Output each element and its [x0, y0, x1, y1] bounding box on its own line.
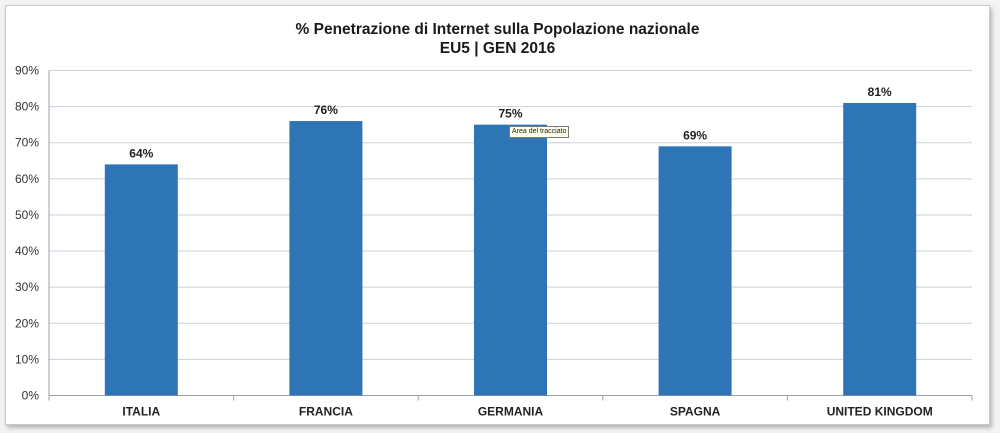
x-tick-label: FRANCIA	[299, 405, 353, 419]
bar-francia	[289, 121, 363, 396]
y-tick-label: 60%	[15, 172, 39, 186]
y-tick-label: 80%	[15, 100, 39, 114]
x-tick-label: ITALIA	[122, 405, 160, 419]
bar-spagna	[658, 146, 732, 396]
y-tick-label: 0%	[22, 389, 40, 403]
chart-title: % Penetrazione di Internet sulla Popolaz…	[295, 21, 700, 38]
y-tick-label: 40%	[15, 244, 39, 258]
chart-title-block: % Penetrazione di Internet sulla Popolaz…	[6, 20, 989, 58]
y-tick-label: 30%	[15, 280, 39, 294]
data-label: 81%	[868, 85, 892, 99]
data-label: 75%	[498, 107, 522, 121]
data-label: 64%	[129, 146, 153, 160]
y-tick-label: 20%	[15, 316, 39, 330]
y-tick-label: 50%	[15, 208, 39, 222]
chart-subtitle: EU5 | GEN 2016	[439, 40, 556, 57]
x-tick-label: GERMANIA	[478, 405, 544, 419]
bar-united-kingdom	[843, 103, 917, 396]
y-tick-label: 10%	[15, 352, 39, 366]
bar-germania	[474, 124, 547, 396]
y-tick-label: 70%	[15, 136, 39, 150]
x-tick-label: UNITED KINGDOM	[827, 405, 933, 419]
x-tick-label: SPAGNA	[670, 405, 721, 419]
plot-area-tooltip: Area del tracciato	[509, 126, 570, 138]
y-tick-label: 90%	[15, 64, 39, 78]
bar-italia	[104, 164, 178, 396]
data-label: 76%	[314, 103, 338, 117]
data-label: 69%	[683, 128, 707, 142]
